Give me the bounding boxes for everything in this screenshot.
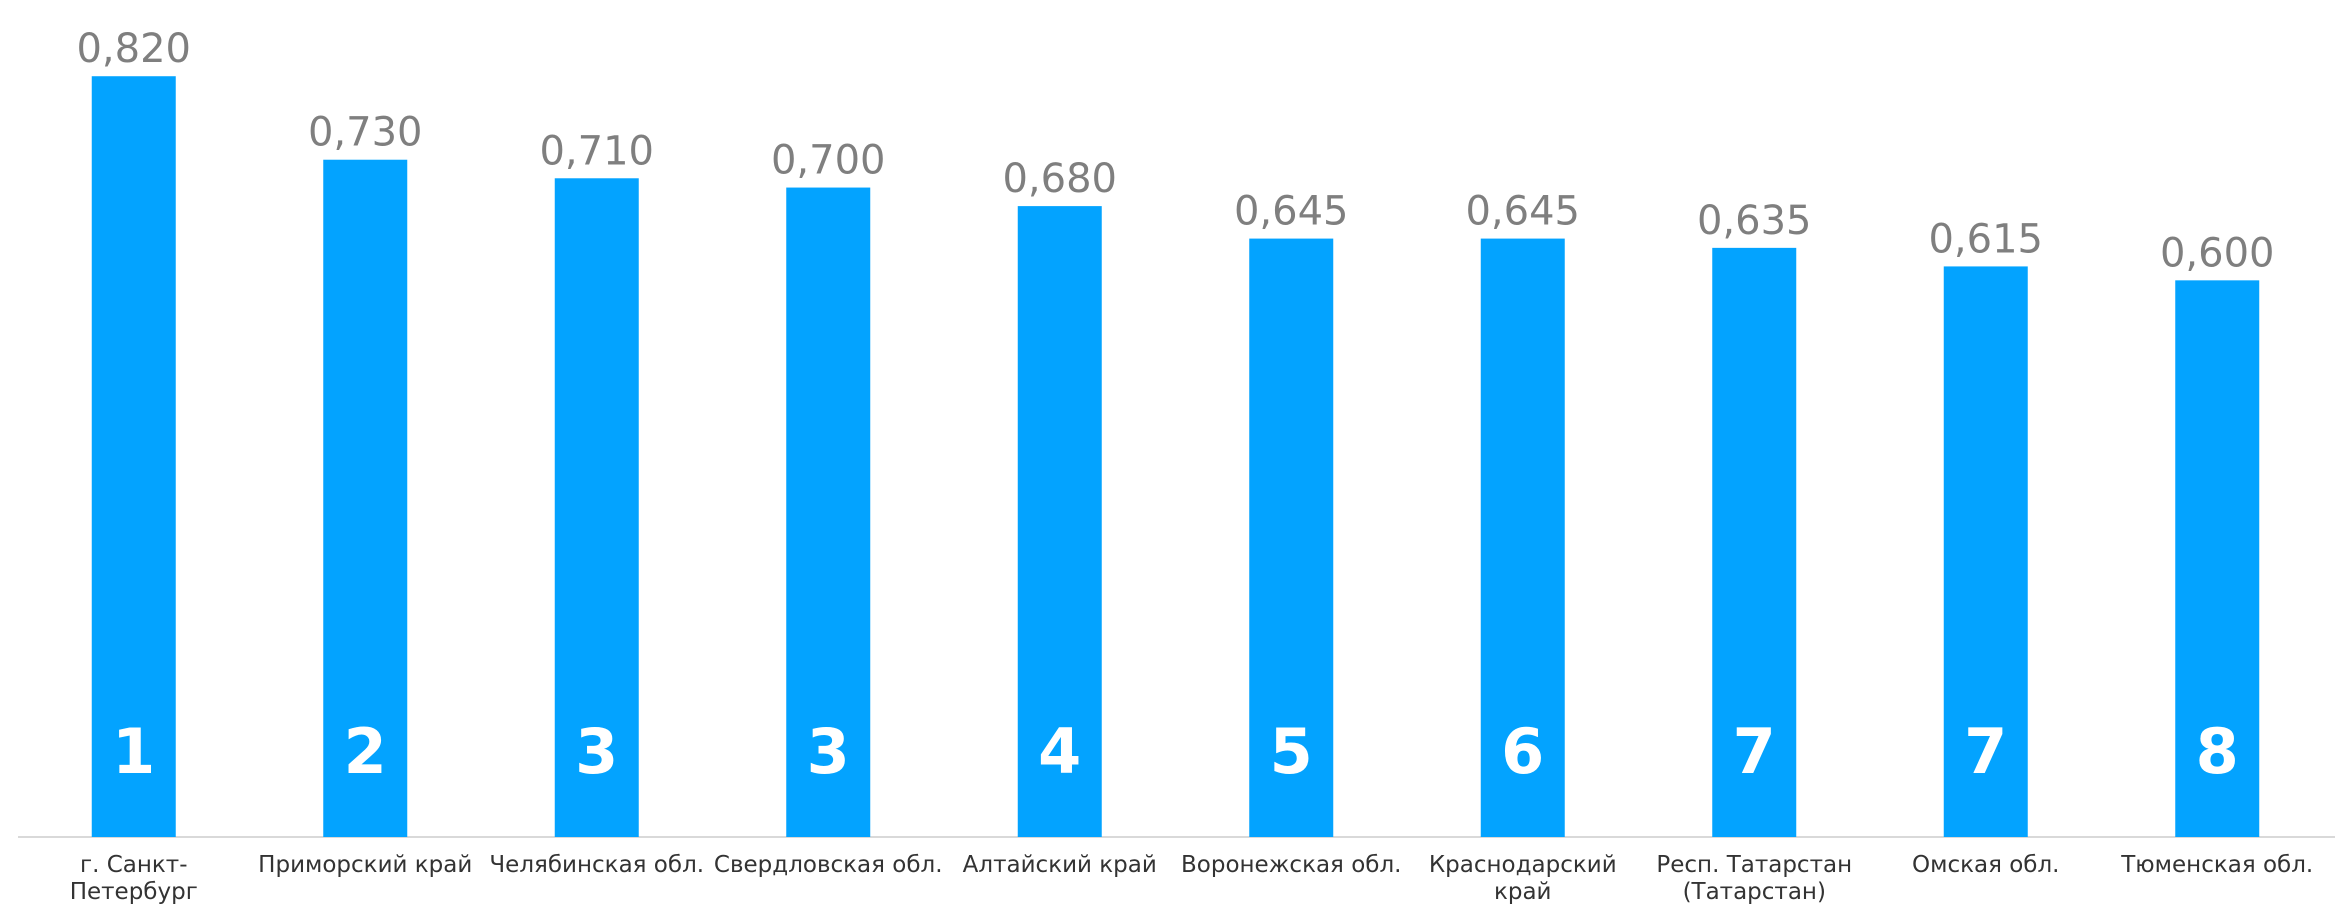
x-tick-label: Свердловская обл. xyxy=(713,852,943,878)
bar xyxy=(2175,280,2260,837)
x-tick-label: Приморский край xyxy=(258,852,473,878)
rank-label: 3 xyxy=(575,715,618,788)
bar xyxy=(1712,247,1797,838)
rank-label: 5 xyxy=(1270,715,1313,788)
value-label: 0,635 xyxy=(1697,198,1812,244)
x-tick-label: Алтайский край xyxy=(962,852,1157,878)
value-label: 0,600 xyxy=(2160,230,2275,276)
value-label: 0,820 xyxy=(76,26,191,72)
x-tick-label: Челябинская обл. xyxy=(489,852,705,878)
bar xyxy=(554,178,639,837)
bar xyxy=(1249,238,1334,838)
x-tick-label: Омская обл. xyxy=(1911,852,2060,878)
rank-label: 2 xyxy=(344,715,387,788)
value-label: 0,730 xyxy=(308,110,423,156)
x-tick-label: Респ. Татарстан (Татарстан) xyxy=(1656,852,1853,905)
value-label: 0,645 xyxy=(1465,189,1580,235)
value-label: 0,700 xyxy=(771,138,886,184)
rank-label: 4 xyxy=(1038,715,1081,788)
bar xyxy=(786,187,871,838)
x-tick-label: Воронежская обл. xyxy=(1181,852,1402,878)
rank-label: 1 xyxy=(112,715,155,788)
rank-label: 6 xyxy=(1501,715,1544,788)
x-tick-label: Тюменская обл. xyxy=(2121,852,2314,878)
bar xyxy=(91,76,176,837)
value-label: 0,680 xyxy=(1002,156,1117,202)
rank-label: 3 xyxy=(807,715,850,788)
rank-label: 7 xyxy=(1733,715,1776,788)
bar xyxy=(1480,238,1565,838)
bar xyxy=(1017,206,1102,838)
x-tick-label: Краснодарский край xyxy=(1428,852,1617,905)
bar xyxy=(323,159,408,837)
rank-label: 7 xyxy=(1964,715,2007,788)
x-tick-label: г. Санкт-Петербург xyxy=(69,852,198,905)
bar xyxy=(1943,266,2028,838)
value-label: 0,615 xyxy=(1928,216,2043,262)
value-label: 0,645 xyxy=(1234,189,1349,235)
rank-label: 8 xyxy=(2196,715,2239,788)
value-label: 0,710 xyxy=(539,128,654,174)
